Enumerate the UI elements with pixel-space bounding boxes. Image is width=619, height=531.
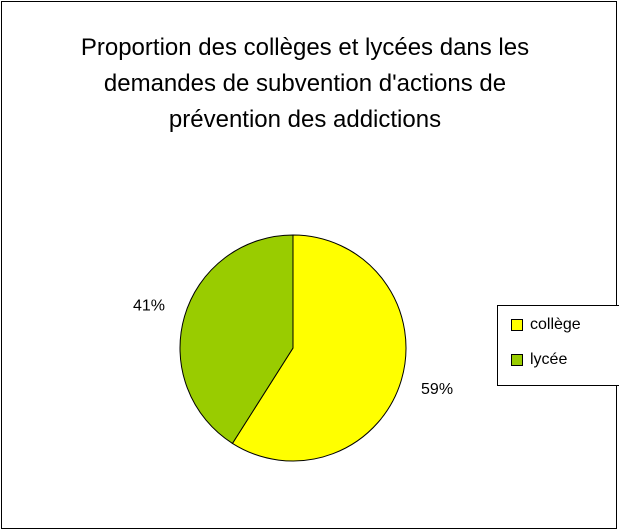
legend-swatch	[511, 319, 523, 331]
legend-swatch	[511, 354, 523, 366]
data-label: 59%	[421, 381, 453, 398]
legend-box	[497, 305, 619, 386]
pie-slice	[231, 234, 407, 462]
legend-label: lycée	[530, 351, 567, 368]
chart-title: Proportion des collèges et lycées dans l…	[80, 34, 530, 133]
data-label: 41%	[133, 297, 165, 314]
pie-slice	[179, 234, 294, 445]
legend-label: collège	[530, 316, 581, 333]
